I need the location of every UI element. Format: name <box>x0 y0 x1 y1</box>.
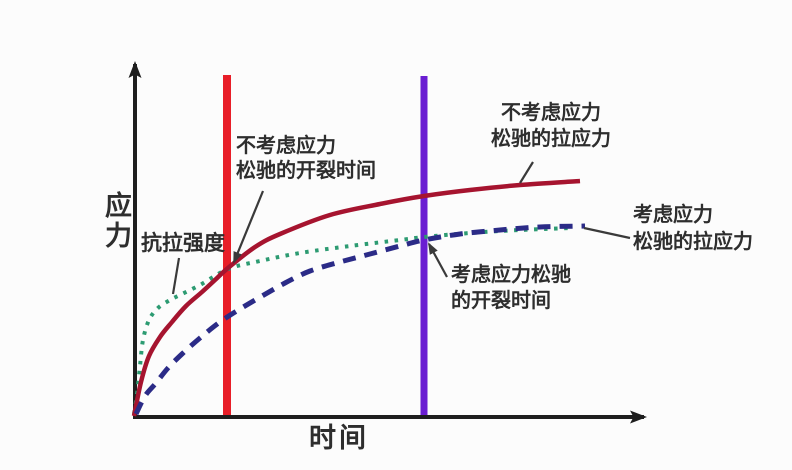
leader-relax-tensile-stress <box>583 226 631 240</box>
no-relax-crack-time-label: 不考虑应力 松驰的开裂时间 <box>236 135 376 182</box>
curve-solid <box>131 178 581 417</box>
curves-group <box>131 178 586 417</box>
curve-dashed <box>133 223 586 416</box>
curve-dotted <box>132 226 571 415</box>
event-lines-group <box>223 75 428 416</box>
tensile-strength-label: 抗拉强度 <box>141 232 225 255</box>
leader-no-relax-tensile-stress <box>519 161 534 184</box>
leader-lines-group <box>171 161 631 295</box>
relax-tensile-stress-label: 考虑应力 松驰的拉应力 <box>633 204 753 253</box>
axes-group <box>128 61 647 424</box>
leader-no-relax-crack-time <box>232 190 265 264</box>
relax-crack-time-label: 考虑应力松驰 的开裂时间 <box>451 264 571 312</box>
leader-tensile-strength <box>171 257 181 295</box>
y-axis-label: 应 力 <box>105 191 132 251</box>
x-axis-label: 时间 <box>309 423 369 453</box>
leader-relax-crack-time <box>428 242 448 278</box>
no-relax-tensile-stress-label: 不考虑应力 松驰的拉应力 <box>491 102 611 150</box>
